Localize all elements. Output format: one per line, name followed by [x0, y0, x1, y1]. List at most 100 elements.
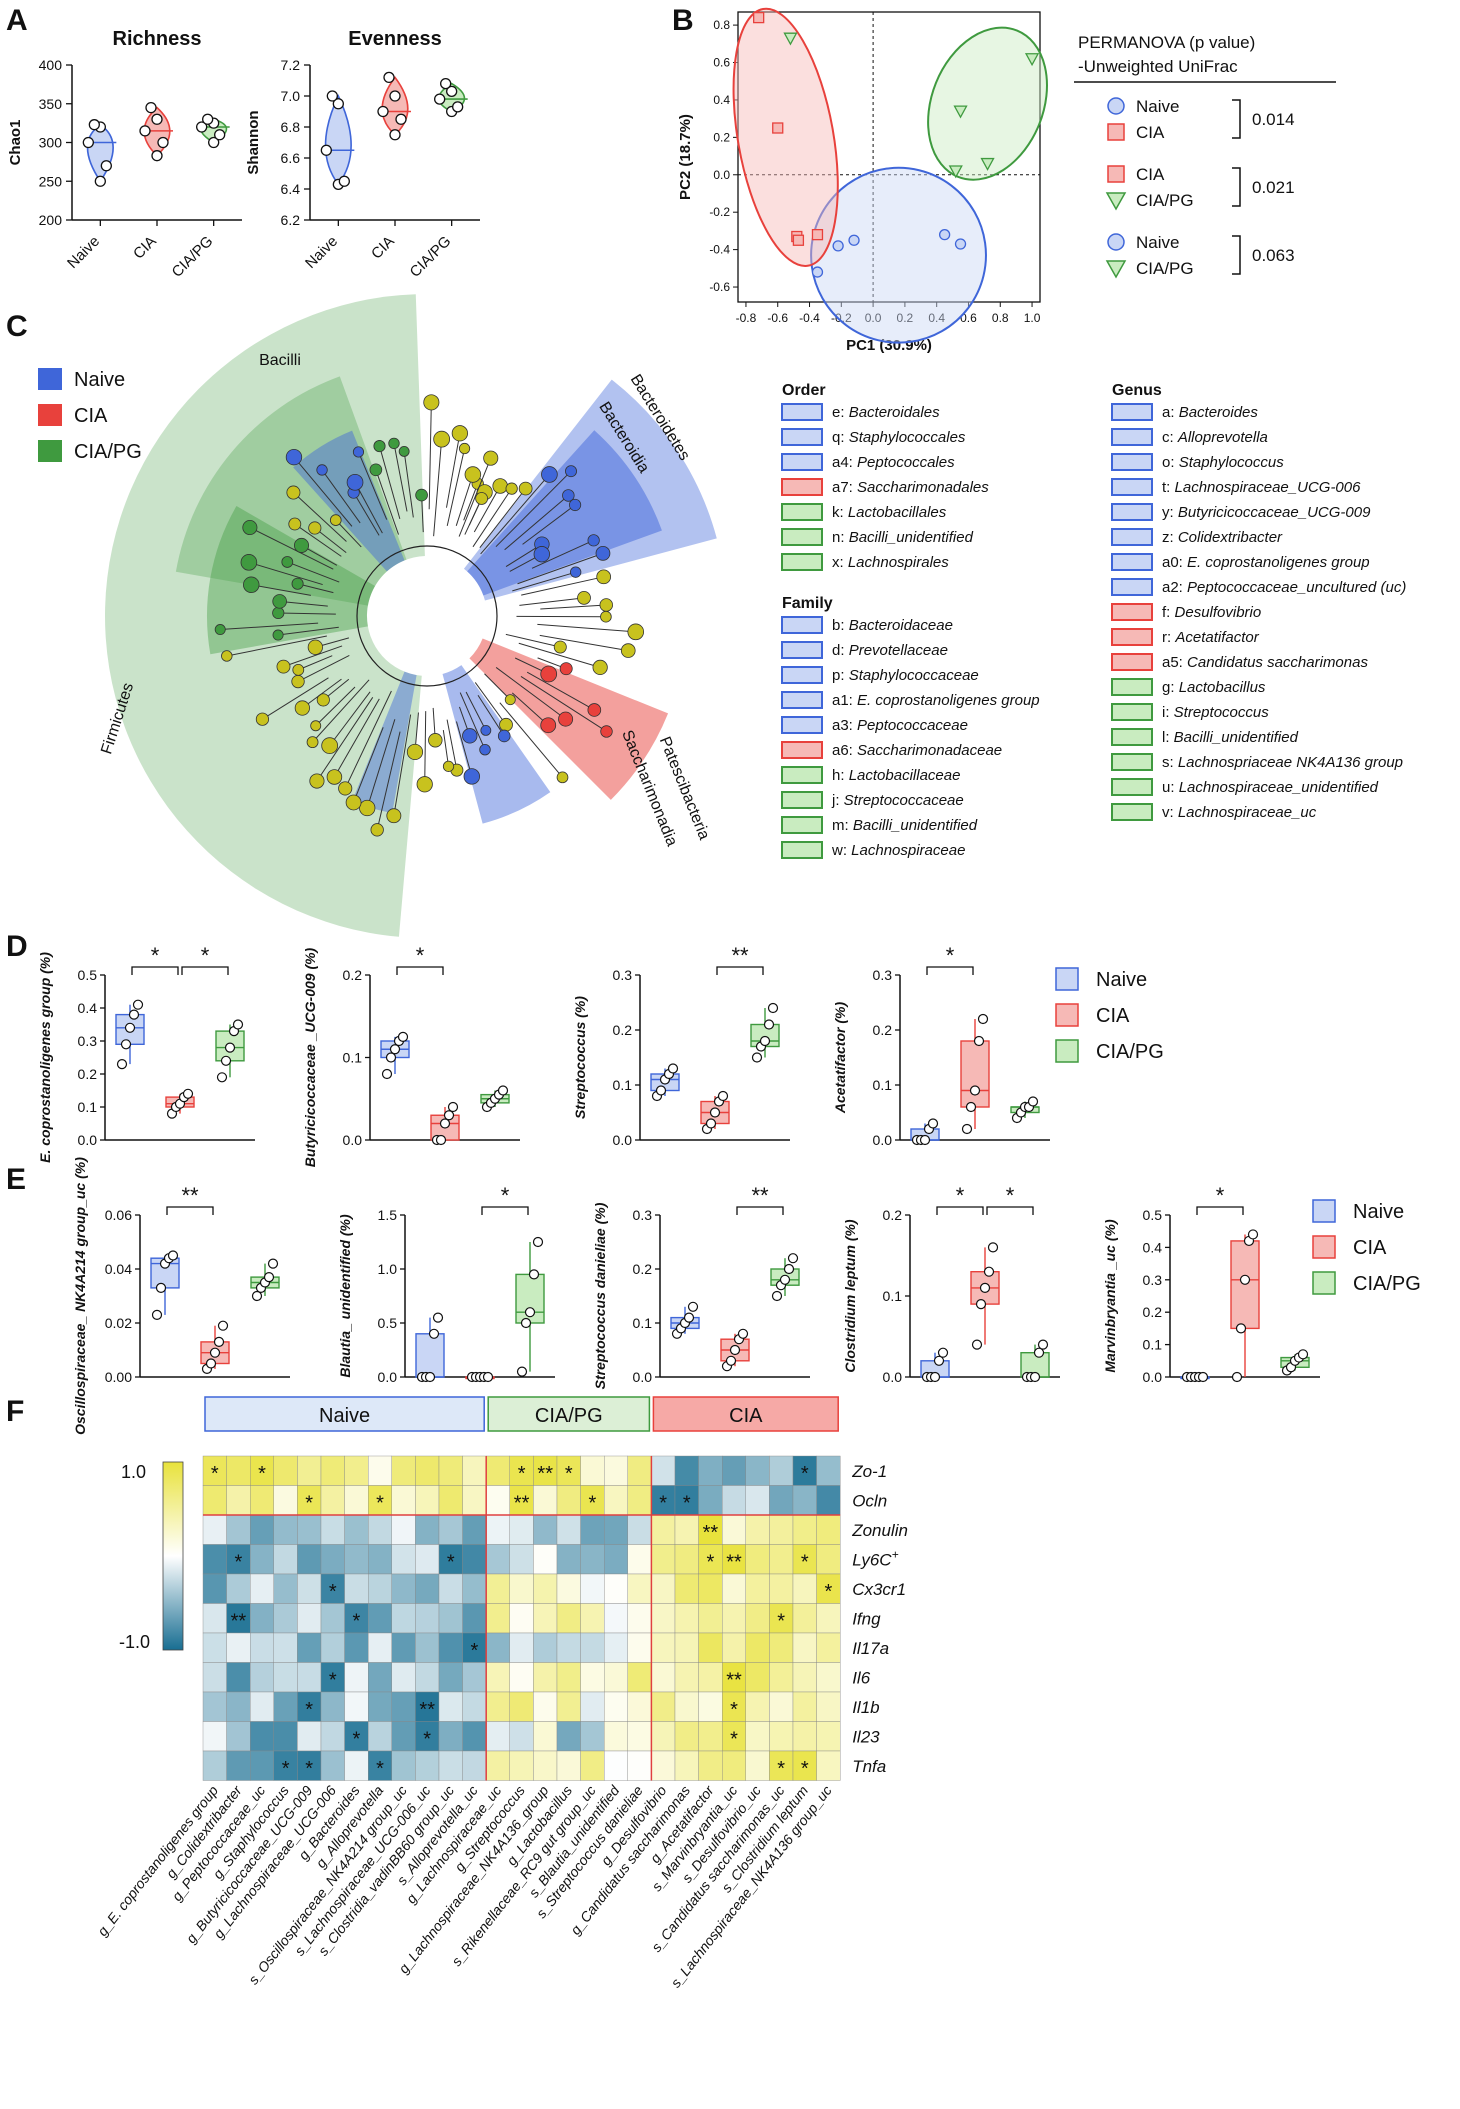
data-point: [528, 1269, 540, 1280]
data-point: [447, 1101, 459, 1113]
data-point: [145, 101, 157, 114]
heatmap-cell: [792, 1662, 817, 1693]
clado-branch: [293, 492, 347, 542]
heatmap-row-label: Ocln: [852, 1491, 887, 1510]
clado-legend-item: q: Staphylococcales: [832, 429, 966, 446]
heatmap-cell: [273, 1691, 298, 1722]
clado-node: [540, 717, 557, 734]
clado-node: [540, 665, 558, 683]
y-tick-label: 0.6: [713, 56, 730, 70]
x-tick-label: CIA/PG: [407, 233, 455, 281]
heatmap-cell: [674, 1573, 699, 1604]
heatmap-sig: *: [211, 1463, 219, 1485]
heatmap-sig: *: [730, 1699, 738, 1721]
clado-node: [388, 437, 400, 450]
clado-branch: [521, 576, 604, 596]
sig-bracket: [936, 1206, 984, 1215]
heatmap-cell: [226, 1662, 251, 1693]
group-ellipse-1: [732, 7, 839, 267]
clado-branch: [518, 642, 601, 668]
clado-legend-swatch: [1111, 478, 1153, 496]
heatmap-cell: [769, 1632, 794, 1663]
heatmap-sig: *: [305, 1758, 313, 1780]
heatmap-group-label: CIA: [729, 1405, 763, 1427]
clado-branch: [316, 697, 374, 782]
group-ellipse-2: [927, 26, 1048, 181]
clado-branch: [537, 623, 636, 633]
clado-branch: [473, 485, 501, 533]
clado-legend-item: a5: Candidatus saccharimonas: [1162, 654, 1368, 671]
data-point: [725, 1355, 737, 1366]
clado-legend-swatch-ciapg: [38, 440, 62, 462]
heatmap-cell: [722, 1632, 747, 1663]
heatmap-cell: [344, 1750, 369, 1781]
heatmap-cell: [320, 1544, 345, 1575]
heatmap-cell: [368, 1632, 393, 1663]
heatmap-cell: [816, 1662, 841, 1693]
y-tick-label: 0.0: [633, 1369, 653, 1385]
clado-branch: [539, 634, 629, 652]
clado-legend-item: u: Lachnospiraceae_unidentified: [1162, 779, 1379, 796]
clado-node: [272, 594, 287, 609]
heatmap-cell: [792, 1573, 817, 1604]
x-tick-label: -0.4: [799, 311, 820, 325]
heatmap-cell: [816, 1485, 841, 1516]
heatmap-cell: [674, 1662, 699, 1693]
x-tick-label: CIA: [130, 233, 160, 263]
x-tick-label: 0.8: [992, 311, 1009, 325]
data-point: [482, 1371, 494, 1383]
heatmap-cell: [533, 1544, 558, 1575]
data-point: [116, 1058, 128, 1070]
clado-node: [309, 773, 325, 789]
heatmap-sig: *: [801, 1551, 809, 1573]
heatmap-cell: [226, 1691, 251, 1722]
data-point: [705, 1118, 717, 1129]
heatmap-cell: [651, 1514, 676, 1545]
heatmap-row-label: Cx3cr1: [852, 1580, 906, 1599]
data-point: [709, 1107, 721, 1118]
heatmap-cell: [604, 1662, 629, 1693]
box-legend-swatch: [1312, 1271, 1336, 1295]
heatmap-cell: [486, 1632, 511, 1663]
clado-legend-swatch: [781, 553, 823, 571]
heatmap-cell: [556, 1721, 581, 1752]
data-point: [971, 1339, 983, 1350]
data-point: [88, 119, 100, 131]
heatmap-cell: [509, 1603, 534, 1634]
heatmap-sig: *: [329, 1581, 337, 1603]
data-point: [128, 1009, 140, 1020]
heatmap-cell: [556, 1691, 581, 1722]
heatmap-sig: **: [726, 1669, 742, 1691]
data-point: [929, 1371, 941, 1383]
heatmap-sig: *: [282, 1758, 290, 1780]
point-ciapg: [980, 157, 995, 171]
clado-node: [587, 703, 602, 717]
clado-legend-item: y: Butyricicoccaceae_UCG-009: [1162, 504, 1371, 521]
heatmap-cell: [792, 1485, 817, 1516]
clado-legend-swatch: [1111, 428, 1153, 446]
clado-branch: [335, 519, 362, 548]
heatmap-cell: [580, 1603, 605, 1634]
heatmap-cell: [792, 1514, 817, 1545]
y-tick-label: 0.06: [105, 1207, 132, 1223]
data-point: [182, 1088, 194, 1099]
clado-legend-item: e: Bacteroidales: [832, 404, 940, 421]
heatmap-row-label: Zo-1: [851, 1462, 887, 1481]
clado-legend-item: a6: Saccharimonadaceae: [832, 742, 1002, 759]
data-point: [452, 101, 464, 113]
y-tick-label: 0.4: [78, 1000, 98, 1016]
clado-node: [565, 465, 577, 478]
heatmap-cell: [533, 1662, 558, 1693]
y-tick-label: 0.1: [613, 1077, 633, 1093]
heatmap-cell: [249, 1485, 274, 1516]
data-point: [655, 1085, 667, 1096]
heatmap-cell: [226, 1485, 251, 1516]
heatmap-cell: [651, 1573, 676, 1604]
heatmap-cell: [391, 1514, 416, 1545]
heatmap-cell: [509, 1544, 534, 1575]
stats-group-b: CIA/PG: [1136, 259, 1194, 278]
clado-node: [370, 823, 384, 837]
data-point: [1029, 1371, 1041, 1383]
heatmap-cell: [509, 1662, 534, 1693]
group-ellipse-0: [810, 166, 987, 344]
